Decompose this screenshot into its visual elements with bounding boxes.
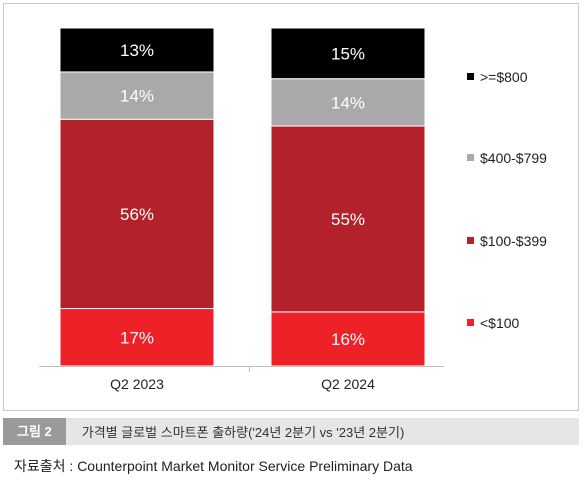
data-label: 15%: [331, 44, 365, 63]
stacked-bar-chart: 17% 56% 14% 13% Q2 2023 16% 55% 14% 15% Q2 2024 >=…: [39, 27, 547, 392]
legend-label: $100-$399: [480, 233, 547, 249]
bar-segment: [59, 308, 215, 367]
legend-swatch: [467, 73, 474, 80]
bar-segment: [270, 78, 426, 127]
legend-label: >=$800: [480, 69, 528, 85]
data-label: 14%: [120, 87, 154, 106]
legend-swatch: [467, 237, 474, 244]
x-category-label: Q2 2024: [321, 376, 375, 392]
legend-swatch: [467, 319, 474, 326]
data-label: 55%: [331, 210, 365, 229]
data-label: 13%: [120, 41, 154, 60]
chart-frame: 17% 56% 14% 13% Q2 2023 16% 55% 14% 15% Q2 2024 >=…: [3, 3, 579, 411]
legend-label: <$100: [480, 315, 520, 331]
figure-caption-bar: 그림 2 가격별 글로벌 스마트폰 출하량('24년 2분기 vs '23년 2…: [3, 418, 579, 445]
source-note: 자료출처 : Counterpoint Market Monitor Servi…: [14, 458, 413, 474]
bar-segment: [59, 118, 215, 310]
figure-caption-title: 가격별 글로벌 스마트폰 출하량('24년 2분기 vs '23년 2분기): [81, 425, 405, 440]
bar-segment: [270, 125, 426, 313]
figure-number-tag: 그림 2: [3, 418, 66, 445]
bar-segment: [59, 27, 215, 73]
data-label: 16%: [331, 330, 365, 349]
x-category-label: Q2 2023: [110, 376, 164, 392]
bar-segment: [270, 27, 426, 80]
data-label: 17%: [120, 328, 154, 347]
legend-swatch: [467, 154, 474, 161]
bar-segment: [270, 311, 426, 367]
data-label: 56%: [120, 205, 154, 224]
legend-label: $400-$799: [480, 150, 547, 166]
data-label: 14%: [331, 93, 365, 112]
